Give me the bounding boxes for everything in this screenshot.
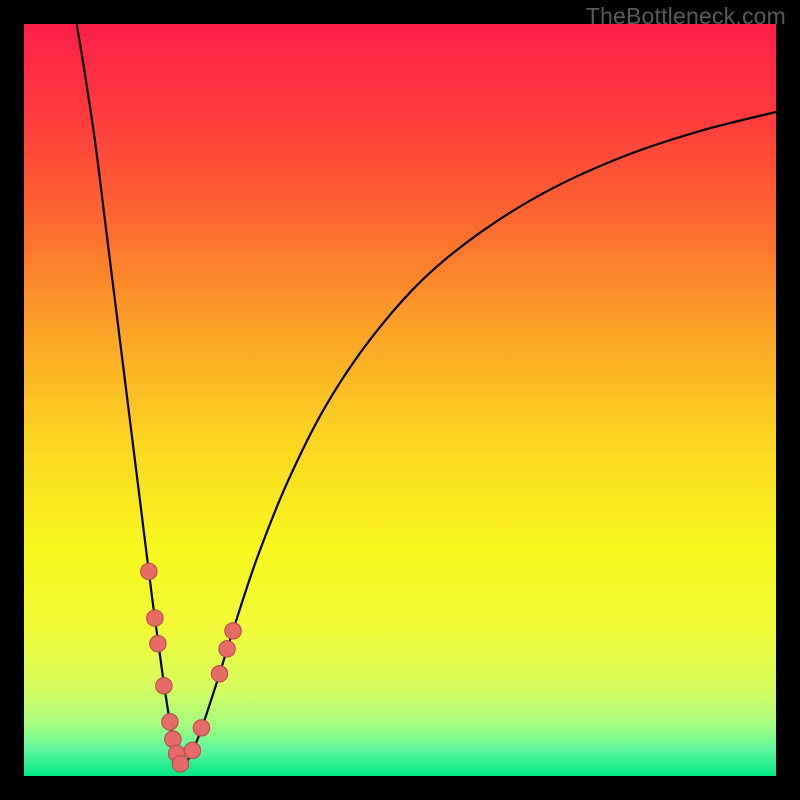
data-marker — [141, 563, 157, 579]
data-marker — [211, 666, 227, 682]
data-marker — [147, 610, 163, 626]
watermark-text: TheBottleneck.com — [586, 3, 786, 30]
data-marker — [172, 756, 188, 772]
gradient-background — [24, 24, 776, 776]
data-marker — [184, 742, 200, 758]
data-marker — [165, 731, 181, 747]
data-marker — [219, 641, 235, 657]
plot-area — [24, 24, 776, 776]
data-marker — [156, 678, 172, 694]
plot-svg — [24, 24, 776, 776]
data-marker — [225, 623, 241, 639]
outer-frame: TheBottleneck.com — [0, 0, 800, 800]
data-marker — [193, 720, 209, 736]
data-marker — [150, 635, 166, 651]
data-marker — [162, 714, 178, 730]
